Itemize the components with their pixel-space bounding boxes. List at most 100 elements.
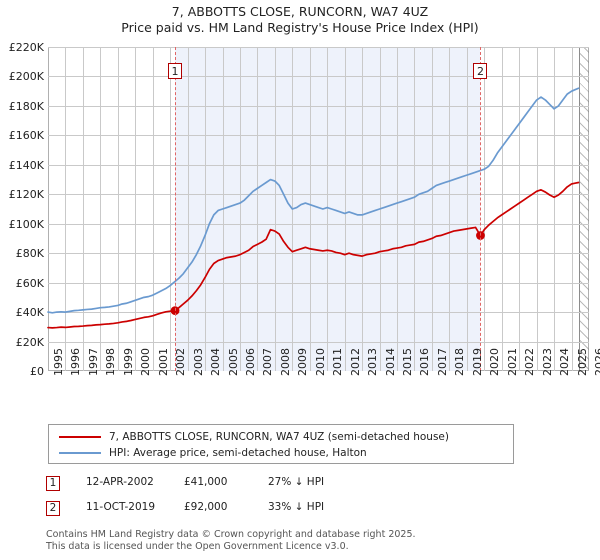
series-line bbox=[47, 181, 580, 329]
gridline bbox=[65, 47, 67, 371]
legend-swatch-hpi bbox=[59, 452, 101, 454]
page-subtitle: Price paid vs. HM Land Registry's House … bbox=[121, 20, 479, 35]
gridline bbox=[554, 47, 556, 371]
gridline bbox=[152, 47, 154, 371]
x-axis-tick-label: 2013 bbox=[366, 348, 380, 376]
x-axis-tick-label: 2022 bbox=[523, 348, 537, 376]
event-marker-box-1[interactable]: 1 bbox=[168, 63, 183, 79]
legend-item-price-paid: 7, ABBOTTS CLOSE, RUNCORN, WA7 4UZ (semi… bbox=[55, 429, 507, 445]
y-axis-tick-label: £40K bbox=[15, 306, 44, 320]
gridline bbox=[449, 47, 451, 371]
gridline bbox=[48, 312, 589, 314]
x-axis-tick-label: 1999 bbox=[121, 348, 135, 376]
series-lines bbox=[47, 87, 580, 329]
x-axis-tick-label: 2023 bbox=[540, 348, 554, 376]
x-axis-tick-label: 2011 bbox=[331, 348, 345, 376]
event-marker-box-2[interactable]: 2 bbox=[473, 63, 488, 79]
gridline bbox=[431, 47, 433, 371]
x-axis-tick-label: 2008 bbox=[278, 348, 292, 376]
y-axis-tick-label: £160K bbox=[8, 129, 44, 143]
gridline bbox=[519, 47, 521, 371]
gridline bbox=[239, 47, 241, 371]
gridline bbox=[484, 47, 486, 371]
event-dashed-line bbox=[480, 47, 482, 371]
gridline bbox=[327, 47, 329, 371]
gridline bbox=[362, 47, 364, 371]
y-axis-tick-label: £120K bbox=[8, 188, 44, 202]
x-axis-tick-label: 2010 bbox=[313, 348, 327, 376]
y-axis-tick-label: £80K bbox=[15, 247, 44, 261]
x-axis-tick-label: 2001 bbox=[156, 348, 170, 376]
gridline bbox=[48, 253, 589, 255]
x-axis-tick-label: 2014 bbox=[383, 348, 397, 376]
x-axis-tick-label: 2021 bbox=[505, 348, 519, 376]
x-axis-tick-label: 2009 bbox=[296, 348, 310, 376]
gridline bbox=[501, 47, 503, 371]
gridline bbox=[48, 341, 589, 343]
page-title: 7, ABBOTTS CLOSE, RUNCORN, WA7 4UZ bbox=[171, 4, 429, 19]
gridline bbox=[344, 47, 346, 371]
x-axis-tick-label: 2025 bbox=[575, 348, 589, 376]
footer-attribution: Contains HM Land Registry data © Crown c… bbox=[46, 529, 586, 552]
transaction-date-2: 11-OCT-2019 bbox=[86, 501, 155, 513]
gridline bbox=[48, 76, 589, 78]
transaction-date-1: 12-APR-2002 bbox=[86, 476, 154, 488]
transaction-price-1: £41,000 bbox=[184, 476, 228, 488]
x-axis-tick-label: 2015 bbox=[401, 348, 415, 376]
x-axis-tick-label: 1997 bbox=[86, 348, 100, 376]
legend-swatch-price-paid bbox=[59, 436, 101, 438]
chart-legend: 7, ABBOTTS CLOSE, RUNCORN, WA7 4UZ (semi… bbox=[48, 424, 514, 464]
x-axis-tick-label: 2006 bbox=[243, 348, 257, 376]
legend-label-hpi: HPI: Average price, semi-detached house,… bbox=[109, 447, 367, 459]
gridline bbox=[48, 135, 589, 137]
gridline bbox=[466, 47, 468, 371]
x-axis-tick-label: 2007 bbox=[261, 348, 275, 376]
y-axis-tick-label: £0 bbox=[30, 365, 44, 378]
gridline bbox=[571, 47, 573, 371]
y-axis-tick-label: £180K bbox=[8, 99, 44, 113]
x-axis-tick-label: 2020 bbox=[488, 348, 502, 376]
x-axis-tick-label: 2016 bbox=[418, 348, 432, 376]
table-row: 1 12-APR-2002 £41,000 27% ↓ HPI bbox=[46, 476, 566, 494]
gridline bbox=[100, 47, 102, 371]
transaction-hpi-delta-1: 27% ↓ HPI bbox=[268, 476, 325, 488]
y-axis-tick-label: £20K bbox=[15, 335, 44, 349]
table-row: 2 11-OCT-2019 £92,000 33% ↓ HPI bbox=[46, 501, 566, 519]
y-axis-tick-label: £220K bbox=[8, 41, 44, 54]
gridline bbox=[82, 47, 84, 371]
gridline bbox=[170, 47, 172, 371]
transaction-price-2: £92,000 bbox=[184, 501, 228, 513]
gridline bbox=[48, 282, 589, 284]
x-axis-tick-label: 1996 bbox=[69, 348, 83, 376]
transaction-number-1: 1 bbox=[46, 476, 60, 491]
gridline bbox=[257, 47, 259, 371]
x-axis-tick-label: 2005 bbox=[226, 348, 240, 376]
x-axis-tick-label: 2012 bbox=[348, 348, 362, 376]
y-axis-tick-label: £140K bbox=[8, 158, 44, 172]
y-axis-tick-label: £100K bbox=[8, 217, 44, 231]
x-axis-tick-label: 2003 bbox=[191, 348, 205, 376]
gridline bbox=[187, 47, 189, 371]
x-axis-tick-label: 2002 bbox=[174, 348, 188, 376]
transaction-hpi-delta-2: 33% ↓ HPI bbox=[268, 501, 325, 513]
gridline bbox=[536, 47, 538, 371]
gridline bbox=[274, 47, 276, 371]
event-dashed-line bbox=[175, 47, 177, 371]
footer-line-2: This data is licensed under the Open Gov… bbox=[46, 540, 349, 552]
series-line bbox=[47, 87, 580, 314]
gridline bbox=[48, 194, 589, 196]
y-axis-tick-label: £60K bbox=[15, 276, 44, 290]
gridline bbox=[48, 223, 589, 225]
legend-label-price-paid: 7, ABBOTTS CLOSE, RUNCORN, WA7 4UZ (semi… bbox=[109, 431, 449, 443]
x-axis-tick-label: 2000 bbox=[139, 348, 153, 376]
gridline bbox=[309, 47, 311, 371]
legend-item-hpi: HPI: Average price, semi-detached house,… bbox=[55, 445, 507, 461]
gridline bbox=[135, 47, 137, 371]
gridline bbox=[414, 47, 416, 371]
title-block: 7, ABBOTTS CLOSE, RUNCORN, WA7 4UZ Price… bbox=[0, 4, 600, 36]
future-hatched-region bbox=[578, 47, 589, 371]
x-axis-tick-label: 2026 bbox=[593, 348, 600, 376]
footer-line-1: Contains HM Land Registry data © Crown c… bbox=[46, 529, 416, 540]
gridline bbox=[117, 47, 119, 371]
